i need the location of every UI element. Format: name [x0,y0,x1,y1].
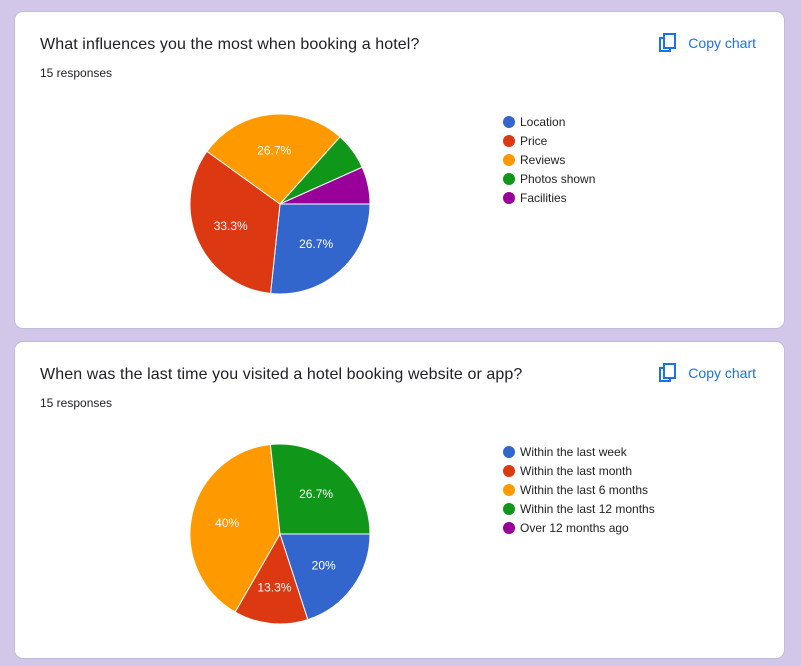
copy-chart-button[interactable]: Copy chart [658,362,756,384]
chart-card-2: When was the last time you visited a hot… [15,342,784,658]
response-count: 15 responses [40,396,113,410]
slice-label-within-the-last-week: 20% [312,559,336,573]
copy-chart-label: Copy chart [688,35,756,51]
pie-chart: 20% 13.3% 40% 26.7% [189,443,371,625]
legend-swatch [503,134,515,147]
legend-swatch [503,191,515,204]
legend: Location Price Reviews Photos shown Faciliti… [503,112,595,207]
pie-slice-reviews[interactable] [206,113,341,205]
legend-swatch [503,502,515,515]
pie-chart: 26.7% 33.3% 26.7% [189,113,371,295]
copy-icon [659,33,677,52]
legend-item-over-12-months-ago: Over 12 months ago [503,518,655,537]
legend-label: Over 12 months ago [520,520,629,535]
pie-slice-within-the-last-month[interactable] [234,532,309,625]
legend-swatch [503,445,515,458]
legend-swatch [503,464,515,477]
legend: Within the last week Within the last mont… [503,442,655,537]
question-title: What influences you the most when bookin… [40,36,420,53]
copy-chart-label: Copy chart [688,365,756,381]
pie-slice-within-the-last-6-months[interactable] [189,443,281,613]
legend-item-facilities: Facilities [503,188,595,207]
legend-label: Facilities [520,190,567,205]
legend-swatch [503,521,515,534]
legend-swatch [503,115,515,128]
slice-label-reviews: 26.7% [257,143,291,157]
slice-label-within-the-last-6-months: 40% [215,516,239,530]
legend-item-within-the-last-12-months: Within the last 12 months [503,499,655,518]
legend-item-photos-shown: Photos shown [503,169,595,188]
legend-item-location: Location [503,112,595,131]
legend-label: Location [520,114,566,129]
legend-label: Within the last 6 months [520,482,649,497]
legend-item-reviews: Reviews [503,150,595,169]
pie-slice-location[interactable] [270,203,371,295]
slice-label-within-the-last-12-months: 26.7% [299,487,333,501]
question-title: When was the last time you visited a hot… [40,366,523,383]
legend-swatch [503,172,515,185]
response-count: 15 responses [40,66,113,80]
legend-swatch [503,483,515,496]
pie-slice-within-the-last-12-months[interactable] [269,443,371,535]
slice-label-within-the-last-month: 13.3% [257,581,291,595]
chart-card-1: What influences you the most when bookin… [15,12,784,328]
slice-label-location: 26.7% [299,237,333,251]
legend-label: Price [520,133,548,148]
legend-label: Within the last week [520,444,627,459]
legend-item-price: Price [503,131,595,150]
legend-label: Within the last month [520,463,633,478]
copy-icon [659,363,677,382]
pie-slice-facilities[interactable] [279,166,371,205]
legend-label: Photos shown [520,171,596,186]
slice-label-price: 33.3% [214,219,248,233]
legend-swatch [503,153,515,166]
copy-chart-button[interactable]: Copy chart [658,32,756,54]
pie-slice-within-the-last-week[interactable] [279,533,371,621]
legend-item-within-the-last-week: Within the last week [503,442,655,461]
pie-slice-price[interactable] [189,150,281,295]
legend-item-within-the-last-month: Within the last month [503,461,655,480]
legend-label: Within the last 12 months [520,501,655,516]
legend-label: Reviews [520,152,566,167]
legend-item-within-the-last-6-months: Within the last 6 months [503,480,655,499]
